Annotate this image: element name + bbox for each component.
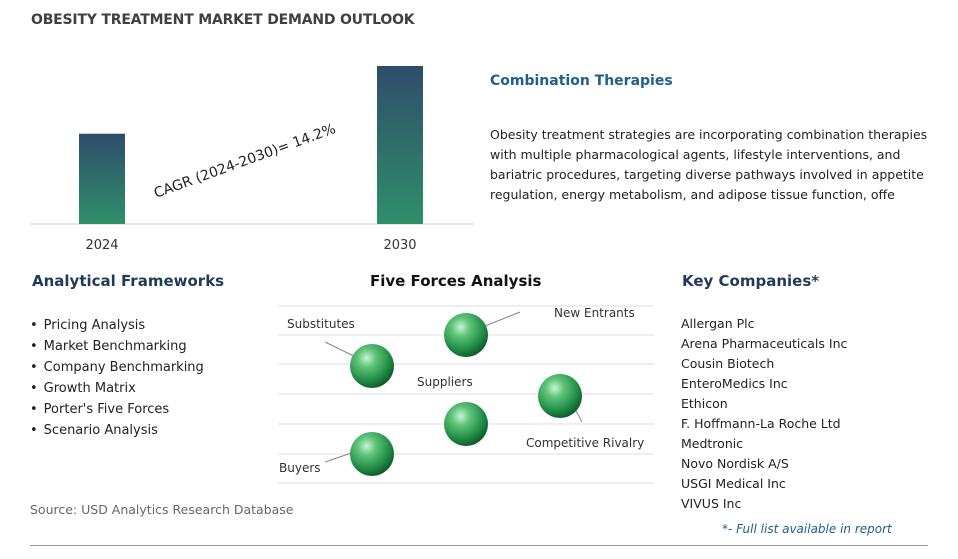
analytical-frameworks-heading: Analytical Frameworks	[32, 272, 225, 290]
key-companies-heading: Key Companies*	[682, 272, 820, 290]
framework-item: Pricing Analysis	[30, 315, 204, 336]
company-item: VIVUS Inc	[681, 496, 742, 511]
framework-item: Market Benchmarking	[30, 336, 204, 357]
force-label-buyers: Buyers	[279, 461, 321, 475]
company-item: USGI Medical Inc	[681, 476, 786, 491]
combination-therapies-heading: Combination Therapies	[490, 73, 673, 89]
company-item: Cousin Biotech	[681, 356, 775, 371]
five-forces-heading: Five Forces Analysis	[370, 272, 542, 290]
framework-item: Company Benchmarking	[30, 357, 204, 378]
force-label-suppliers: Suppliers	[417, 375, 473, 389]
green-sphere-icon	[444, 402, 488, 446]
framework-item: Growth Matrix	[30, 378, 204, 399]
company-item: Arena Pharmaceuticals Inc	[681, 336, 848, 351]
x-tick-label: 2030	[383, 238, 416, 253]
bar-2030	[377, 66, 423, 224]
combination-therapies-text: Obesity treatment strategies are incorpo…	[490, 127, 928, 202]
green-sphere-icon	[350, 432, 394, 476]
bar-2024	[79, 133, 125, 224]
green-sphere-icon	[538, 374, 582, 418]
full-list-footnote: *- Full list available in report	[722, 522, 892, 536]
demand-bar-chart: 2024 2030 CAGR (2024-2030)= 14.2%	[30, 66, 474, 253]
bottom-divider	[30, 545, 928, 546]
force-label-new-entrants: New Entrants	[554, 306, 635, 320]
five-forces-diagram: Substitutes New Entrants Suppliers Compe…	[278, 305, 654, 484]
key-companies-list: Allergan Plc Arena Pharmaceuticals Inc C…	[681, 314, 847, 514]
green-sphere-icon	[444, 313, 488, 357]
company-item: Allergan Plc	[681, 316, 755, 331]
x-tick-label: 2024	[85, 238, 118, 253]
page-title: OBESITY TREATMENT MARKET DEMAND OUTLOOK	[31, 12, 415, 28]
company-item: Medtronic	[681, 436, 744, 451]
cagr-annotation: CAGR (2024-2030)= 14.2%	[152, 121, 338, 202]
source-note: Source: USD Analytics Research Database	[30, 502, 294, 517]
green-sphere-icon	[350, 344, 394, 388]
company-item: Ethicon	[681, 396, 728, 411]
force-label-competitive-rivalry: Competitive Rivalry	[526, 436, 644, 450]
framework-item: Scenario Analysis	[30, 420, 204, 441]
framework-item: Porter's Five Forces	[30, 399, 204, 420]
analytical-frameworks-list: Pricing Analysis Market Benchmarking Com…	[30, 315, 204, 441]
company-item: F. Hoffmann-La Roche Ltd	[681, 416, 841, 431]
company-item: Novo Nordisk A/S	[681, 456, 789, 471]
force-label-substitutes: Substitutes	[287, 317, 355, 331]
company-item: EnteroMedics Inc	[681, 376, 788, 391]
